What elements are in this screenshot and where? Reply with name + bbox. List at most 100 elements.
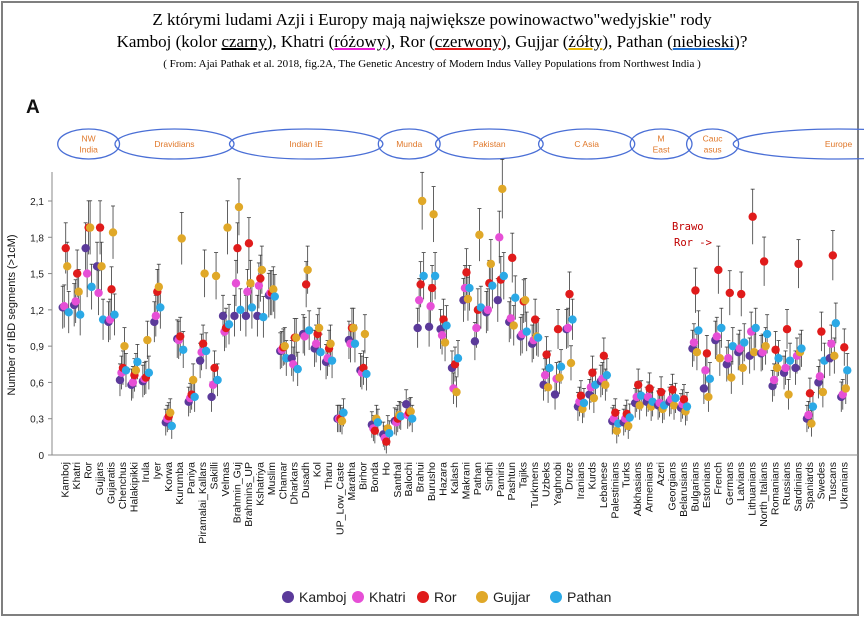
- region-ellipse: [685, 128, 740, 160]
- point-khatri: [483, 305, 493, 315]
- region-label: Indian IE: [289, 139, 323, 149]
- point-ror: [748, 212, 757, 221]
- point-ror: [61, 243, 70, 253]
- x-tick-label: Balochi: [403, 462, 415, 496]
- population-group: [276, 327, 291, 376]
- population-group: [230, 178, 245, 337]
- point-gujjar: [360, 329, 370, 339]
- population-group: [390, 401, 405, 436]
- point-pathan: [133, 357, 142, 367]
- point-ror: [530, 315, 540, 324]
- point-kamboj: [493, 295, 502, 305]
- x-tick-label: Ukranians: [838, 462, 850, 509]
- point-pathan: [579, 398, 589, 408]
- point-pathan: [465, 283, 474, 293]
- population-group: [642, 372, 657, 421]
- point-ror: [782, 325, 792, 334]
- point-gujjar: [108, 228, 118, 237]
- point-gujjar: [749, 347, 759, 357]
- point-ror: [759, 257, 769, 266]
- population-group: [379, 415, 394, 454]
- point-ror: [416, 280, 425, 289]
- point-ror: [244, 239, 254, 248]
- x-tick-label: Kurumba: [174, 462, 186, 505]
- x-tick-label: Uzbeks: [541, 462, 553, 497]
- population-group: [69, 249, 85, 336]
- point-pathan: [797, 344, 806, 353]
- x-tick-label: Iranians: [575, 462, 587, 499]
- region-label: East: [653, 145, 671, 155]
- region-ellipse: [377, 128, 441, 160]
- point-gujjar: [486, 259, 496, 269]
- population-group: [768, 331, 783, 402]
- x-tick-label: Velmas: [220, 462, 232, 496]
- point-pathan: [636, 391, 646, 400]
- population-group: [516, 278, 531, 356]
- region-ellipse: [629, 128, 693, 160]
- x-tick-label: Yaghnobi: [552, 462, 564, 506]
- y-tick-label: 0,9: [30, 342, 44, 353]
- point-pathan: [179, 345, 188, 354]
- population-group: [493, 158, 508, 322]
- population-group: [688, 267, 703, 371]
- point-gujjar: [211, 271, 221, 281]
- point-ror: [771, 345, 780, 354]
- region-label: Dravidians: [154, 139, 194, 149]
- y-tick-label: 0: [38, 451, 44, 462]
- population-group: [573, 380, 589, 424]
- region-ellipse: [732, 128, 864, 160]
- point-ror: [72, 269, 82, 278]
- population-group: [562, 271, 577, 381]
- population-group: [127, 344, 142, 401]
- point-gujjar: [280, 341, 289, 351]
- region-ellipse: [434, 128, 544, 160]
- point-kamboj: [470, 337, 480, 346]
- point-pathan: [488, 281, 497, 290]
- point-gujjar: [704, 392, 713, 402]
- point-pathan: [362, 369, 371, 379]
- x-tick-label: Brahmin_Guj: [231, 462, 243, 523]
- point-khatri: [128, 378, 138, 387]
- point-khatri: [804, 410, 813, 420]
- point-gujjar: [601, 380, 610, 390]
- region-ellipse: [228, 128, 384, 160]
- population-group: [321, 324, 337, 380]
- annotation-line-1: Brawo: [672, 221, 704, 233]
- legend-label: Kamboj: [299, 589, 346, 605]
- point-gujjar: [74, 287, 83, 296]
- point-pathan: [751, 323, 760, 333]
- legend-label: Ror: [434, 589, 457, 605]
- point-gujjar: [188, 375, 198, 385]
- point-gujjar: [727, 373, 736, 382]
- population-group: [779, 309, 795, 410]
- point-kamboj: [230, 311, 239, 321]
- point-pathan: [327, 356, 337, 365]
- x-tick-label: Spaniards: [804, 462, 816, 509]
- point-ror: [599, 351, 609, 361]
- point-gujjar: [738, 363, 747, 373]
- point-ror: [565, 289, 574, 299]
- point-gujjar: [177, 234, 186, 243]
- x-tick-label: Paniya: [186, 462, 198, 494]
- population-group: [161, 398, 176, 439]
- region-label: Munda: [396, 139, 422, 149]
- point-ror: [233, 243, 242, 253]
- point-khatri: [243, 287, 252, 296]
- point-gujjar: [97, 262, 106, 271]
- point-ror: [576, 391, 586, 400]
- point-gujjar: [257, 265, 267, 275]
- population-group: [184, 363, 199, 417]
- point-ror: [198, 339, 208, 348]
- point-gujjar: [440, 338, 450, 347]
- x-tick-label: Estonians: [701, 462, 713, 508]
- x-tick-label: Pamiris: [495, 462, 507, 497]
- point-gujjar: [406, 407, 415, 416]
- y-tick-label: 1,8: [30, 233, 44, 244]
- point-gujjar: [143, 335, 152, 345]
- population-group: [619, 399, 634, 439]
- point-khatri: [151, 311, 161, 321]
- point-gujjar: [223, 223, 232, 232]
- population-group: [424, 186, 440, 347]
- y-tick-label: 0,3: [30, 415, 44, 426]
